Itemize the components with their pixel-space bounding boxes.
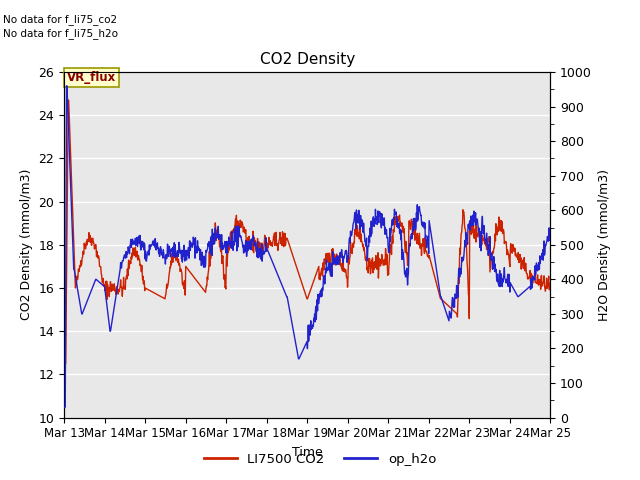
Y-axis label: H2O Density (mmol/m3): H2O Density (mmol/m3)	[598, 169, 611, 321]
Legend: LI7500 CO2, op_h2o: LI7500 CO2, op_h2o	[198, 447, 442, 471]
Text: VR_flux: VR_flux	[67, 71, 116, 84]
X-axis label: Time: Time	[292, 446, 323, 459]
Text: No data for f_li75_co2: No data for f_li75_co2	[3, 13, 117, 24]
Title: CO2 Density: CO2 Density	[260, 52, 355, 67]
Y-axis label: CO2 Density (mmol/m3): CO2 Density (mmol/m3)	[20, 169, 33, 321]
Text: No data for f_li75_h2o: No data for f_li75_h2o	[3, 28, 118, 39]
